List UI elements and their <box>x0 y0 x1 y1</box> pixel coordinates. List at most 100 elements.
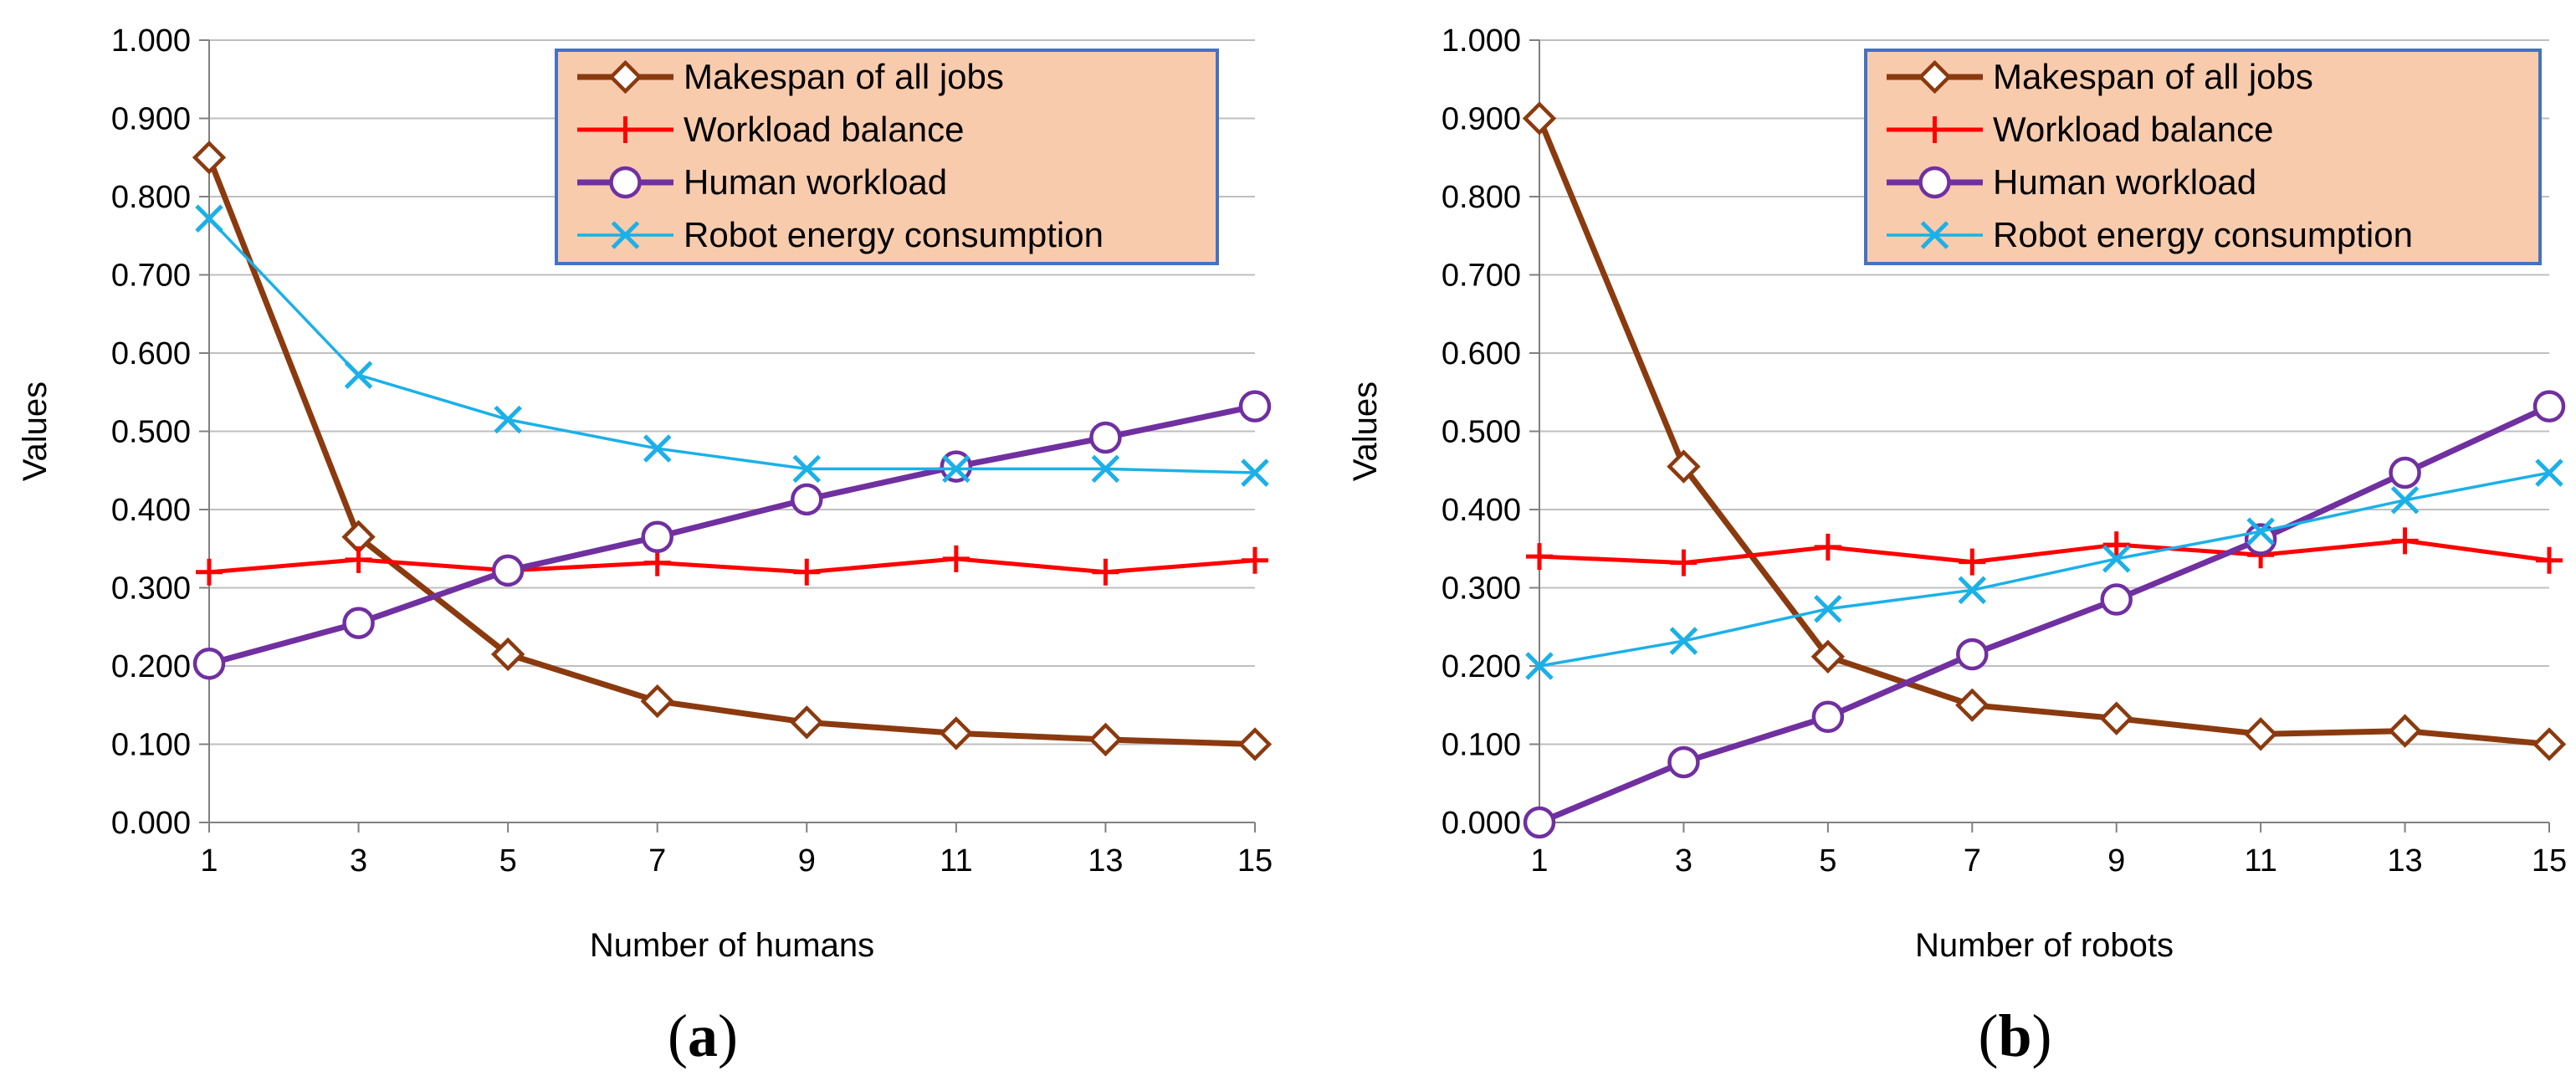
series-workload_balance-line <box>1539 538 2550 566</box>
legend-item: Robot energy consumption <box>577 215 1104 254</box>
y-tick-label: 0.100 <box>1442 728 1521 763</box>
chart-a-x-axis: 1 3 5 7 9 11 13 15 <box>200 822 1273 879</box>
legend-item: Makespan of all jobs <box>577 57 1004 96</box>
series-makespan-point <box>1955 688 1990 722</box>
series-human_workload-point <box>1523 806 1556 839</box>
series-human_workload-point <box>2389 456 2421 489</box>
legend-label: Makespan of all jobs <box>684 57 1004 96</box>
series-workload_balance-point <box>1092 558 1119 586</box>
chart-a-y-axis: 0.000 0.100 0.200 0.300 0.400 0.500 0.600 0.700… <box>111 23 209 841</box>
chart-b-svg: 0.000 0.100 0.200 0.300 0.400 0.500 0.600 0.700… <box>1347 23 2567 1069</box>
series-makespan-line <box>206 156 1256 747</box>
y-tick-label: 0.700 <box>1442 259 1521 294</box>
series-makespan-point <box>1667 449 1701 484</box>
chart-b-series <box>1522 101 2567 839</box>
series-human_workload-point <box>192 647 226 680</box>
legend-label: Makespan of all jobs <box>1993 57 2313 96</box>
series-human_workload-point <box>1956 638 1989 671</box>
legend-marker-robot_energy <box>1920 221 1949 249</box>
x-tick-label: 11 <box>2244 843 2276 879</box>
legend-item: Makespan of all jobs <box>1887 57 2313 96</box>
series-human_workload-point <box>491 554 525 587</box>
series-human_workload-point <box>342 607 375 639</box>
series-robot_energy <box>195 204 1269 487</box>
y-tick-label: 0.000 <box>111 806 191 841</box>
caption-close-paren: ) <box>718 1002 738 1069</box>
series-makespan-point <box>1088 722 1123 757</box>
series-human_workload-line <box>1538 403 2551 826</box>
series-makespan-point <box>939 716 974 751</box>
series-robot_energy-point <box>344 361 373 389</box>
chart-a-caption: (a) <box>668 1002 738 1069</box>
legend-label: Robot energy consumption <box>684 215 1104 254</box>
series-makespan-point <box>1810 639 1846 674</box>
chart-a-svg: 0.000 0.100 0.200 0.300 0.400 0.500 0.600 0.700… <box>17 23 1273 1069</box>
y-axis-title: Values <box>17 382 54 481</box>
legend-marker-human_workload <box>1918 166 1951 199</box>
caption-close-paren: ) <box>2032 1002 2052 1069</box>
series-workload_balance-point <box>2102 531 2130 559</box>
y-tick-label: 0.100 <box>111 728 191 763</box>
series-makespan-point <box>790 705 824 740</box>
series-workload_balance-point <box>1814 533 1841 561</box>
x-tick-label: 5 <box>499 843 517 879</box>
series-human_workload-point <box>2100 583 2133 616</box>
x-tick-label: 5 <box>1819 843 1836 879</box>
series-robot_energy-point <box>1241 459 1269 487</box>
series-workload_balance <box>1526 527 2563 576</box>
caption-letter: a <box>688 1002 718 1069</box>
legend-label: Workload balance <box>1993 110 2273 149</box>
legend-marker-human_workload <box>609 166 642 199</box>
y-tick-label: 0.500 <box>111 415 191 450</box>
chart-panel-b: 0.000 0.100 0.200 0.300 0.400 0.500 0.600 0.700… <box>1288 0 2576 1081</box>
legend-box <box>555 49 1219 265</box>
series-robot_energy-point <box>792 454 822 484</box>
series-makespan <box>1522 101 2567 761</box>
series-makespan-point <box>2243 717 2278 751</box>
chart-b-legend: Makespan of all jobs Workload balance Huma… <box>1864 49 2542 265</box>
legend-label: Workload balance <box>684 110 964 149</box>
legend-marker-workload_balance <box>612 116 639 143</box>
legend-label: Human workload <box>1993 162 2256 202</box>
series-workload_balance-point <box>2536 546 2563 574</box>
y-tick-label: 0.200 <box>1442 649 1521 684</box>
y-tick-label: 0.900 <box>111 102 191 137</box>
x-tick-label: 7 <box>648 843 666 879</box>
series-workload_balance-point <box>1959 548 1986 576</box>
x-tick-label: 15 <box>2532 843 2567 879</box>
series-makespan-point <box>2099 701 2133 735</box>
series-makespan <box>192 141 1273 761</box>
chart-b-x-axis: 1 3 5 7 9 11 13 15 <box>1530 822 2567 879</box>
chart-panel-a: 0.000 0.100 0.200 0.300 0.400 0.500 0.600 0.700… <box>17 23 1273 1069</box>
y-tick-label: 0.300 <box>111 571 191 607</box>
y-tick-label: 0.500 <box>1442 415 1521 450</box>
series-human_workload-point <box>1089 421 1122 454</box>
series-human_workload-point <box>641 520 673 553</box>
y-tick-label: 0.800 <box>111 180 191 215</box>
x-axis-title: Number of robots <box>1915 927 2174 964</box>
series-robot_energy-point <box>643 434 672 463</box>
x-tick-label: 9 <box>798 843 816 879</box>
chart-b-caption: (b) <box>1978 1002 2051 1069</box>
series-robot_energy-point <box>2246 517 2275 546</box>
series-makespan-point <box>640 684 674 719</box>
x-tick-label: 9 <box>2107 843 2125 879</box>
series-makespan-point <box>490 637 525 672</box>
legend-item: Workload balance <box>1887 110 2273 149</box>
chart-a-legend: Makespan of all jobs Workload balance Huma… <box>555 49 1219 265</box>
series-robot_energy-point <box>1091 454 1120 484</box>
series-workload_balance-point <box>643 549 671 576</box>
series-makespan-line <box>1536 117 2550 747</box>
caption-open-paren: ( <box>1978 1002 1998 1069</box>
series-workload_balance-point <box>1242 546 1268 574</box>
chart-b-y-axis: 0.000 0.100 0.200 0.300 0.400 0.500 0.600 0.700… <box>1442 23 1539 841</box>
x-tick-label: 13 <box>2387 843 2422 879</box>
legend-item: Human workload <box>577 162 947 202</box>
series-robot_energy-point <box>494 405 522 434</box>
series-robot_energy <box>1525 459 2563 680</box>
series-makespan-point <box>192 141 227 175</box>
series-human_workload-line <box>208 403 1256 667</box>
series-makespan-point <box>1522 101 1557 136</box>
x-axis-title: Number of humans <box>590 927 874 964</box>
series-makespan-point <box>2532 727 2567 761</box>
